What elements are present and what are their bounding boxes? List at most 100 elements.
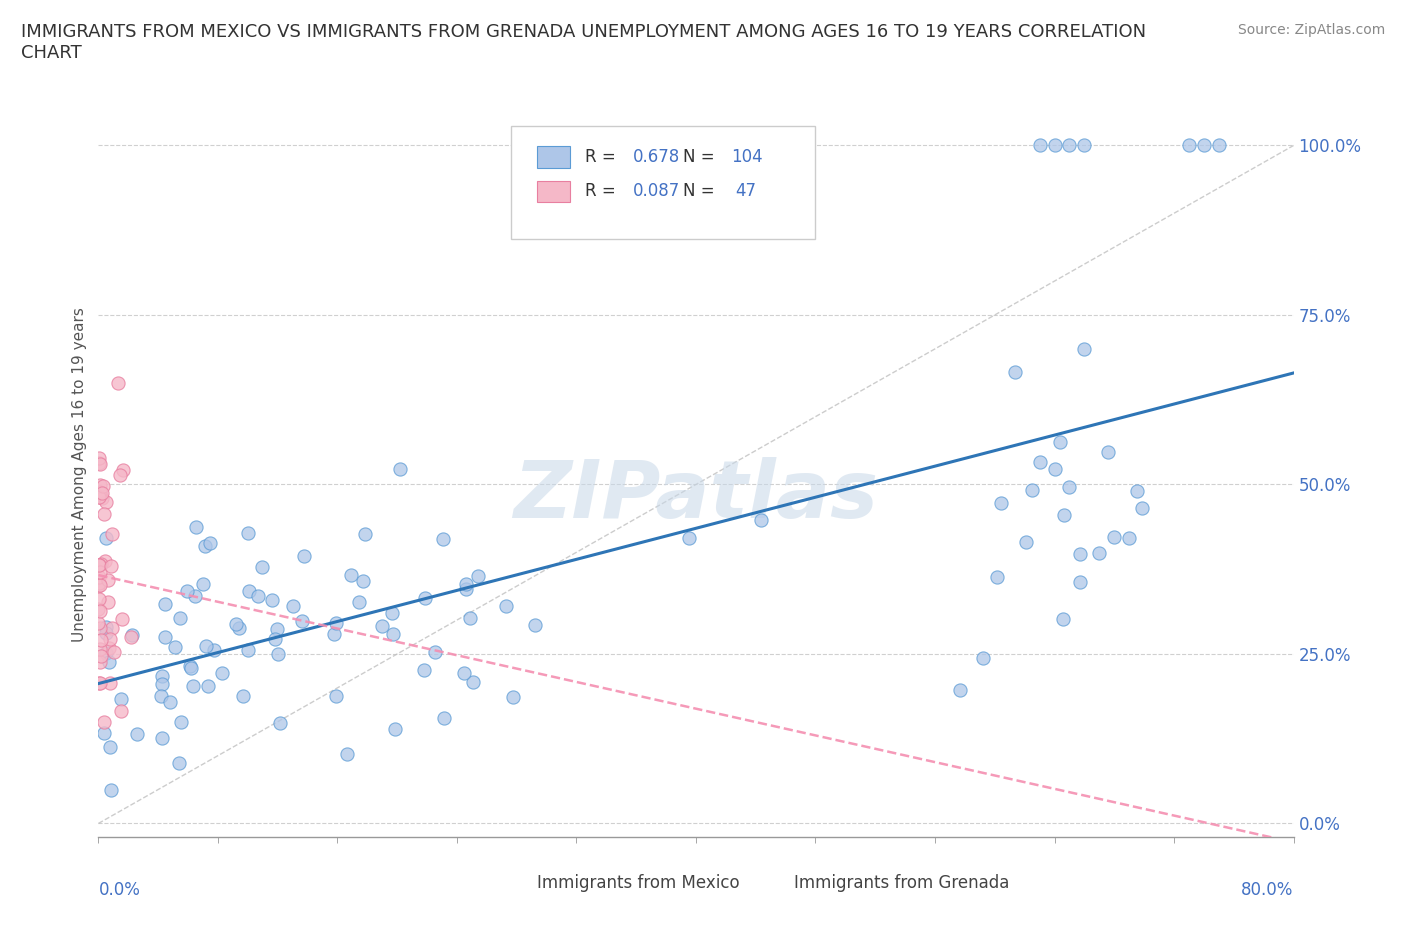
- Point: [412, 663, 434, 678]
- Point: [169, 611, 191, 626]
- FancyBboxPatch shape: [537, 180, 571, 203]
- Point: [108, 468, 131, 483]
- Point: [263, 631, 285, 646]
- Point: [90, 556, 112, 571]
- Text: R =: R =: [585, 148, 621, 166]
- Point: [238, 525, 260, 540]
- Point: [87, 592, 110, 607]
- Point: [238, 584, 260, 599]
- Point: [194, 639, 217, 654]
- Point: [1126, 484, 1149, 498]
- Point: [191, 577, 214, 591]
- Y-axis label: Unemployment Among Ages 16 to 19 years: Unemployment Among Ages 16 to 19 years: [72, 307, 87, 642]
- Point: [103, 644, 125, 659]
- Point: [678, 530, 700, 545]
- Point: [153, 629, 176, 644]
- Point: [89, 578, 111, 592]
- Point: [87, 579, 110, 594]
- Point: [110, 692, 132, 707]
- Point: [1073, 138, 1095, 153]
- Point: [94, 553, 117, 568]
- Point: [127, 726, 149, 741]
- Point: [87, 616, 110, 631]
- FancyBboxPatch shape: [749, 873, 786, 891]
- Point: [340, 568, 363, 583]
- Point: [184, 588, 207, 603]
- Point: [90, 633, 112, 648]
- Point: [89, 620, 111, 635]
- Point: [972, 651, 994, 666]
- Point: [120, 630, 142, 644]
- Point: [87, 576, 110, 591]
- Point: [94, 626, 117, 641]
- Point: [986, 570, 1008, 585]
- Point: [197, 679, 219, 694]
- Point: [1130, 501, 1153, 516]
- Point: [1104, 530, 1126, 545]
- Text: R =: R =: [585, 182, 621, 200]
- Point: [90, 485, 112, 500]
- Point: [179, 659, 201, 674]
- Point: [353, 527, 375, 542]
- Point: [236, 643, 259, 658]
- Point: [325, 616, 347, 631]
- Point: [1097, 445, 1119, 459]
- Point: [89, 565, 111, 579]
- Point: [93, 714, 115, 729]
- Text: 47: 47: [735, 182, 756, 200]
- Point: [325, 689, 347, 704]
- Point: [98, 676, 121, 691]
- Point: [260, 592, 283, 607]
- Point: [176, 583, 198, 598]
- Point: [1004, 365, 1026, 379]
- Point: [150, 730, 173, 745]
- Point: [232, 689, 254, 704]
- Point: [336, 747, 359, 762]
- Point: [94, 530, 117, 545]
- Point: [87, 602, 110, 617]
- Point: [96, 646, 118, 661]
- Point: [467, 568, 489, 583]
- Point: [1088, 546, 1111, 561]
- Point: [524, 618, 547, 633]
- Point: [1069, 547, 1091, 562]
- Point: [98, 739, 121, 754]
- Text: Immigrants from Mexico: Immigrants from Mexico: [537, 873, 740, 892]
- Point: [250, 560, 273, 575]
- Point: [432, 532, 454, 547]
- Point: [98, 631, 121, 646]
- Point: [949, 683, 972, 698]
- Point: [97, 573, 120, 588]
- Point: [91, 490, 114, 505]
- Point: [389, 461, 412, 476]
- Point: [170, 714, 193, 729]
- Point: [225, 617, 247, 631]
- Point: [169, 756, 191, 771]
- Point: [454, 577, 477, 591]
- Point: [89, 654, 111, 669]
- Text: ZIPatlas: ZIPatlas: [513, 457, 879, 535]
- Point: [87, 489, 110, 504]
- FancyBboxPatch shape: [494, 873, 529, 891]
- Point: [110, 703, 132, 718]
- Point: [371, 618, 394, 633]
- Point: [150, 669, 173, 684]
- Point: [1178, 138, 1201, 153]
- Point: [89, 478, 111, 493]
- Text: 0.087: 0.087: [633, 182, 681, 200]
- Point: [149, 688, 172, 703]
- Point: [159, 695, 181, 710]
- Point: [266, 621, 288, 636]
- Point: [93, 506, 115, 521]
- Point: [101, 620, 124, 635]
- Point: [502, 689, 524, 704]
- Point: [347, 594, 370, 609]
- Point: [163, 639, 186, 654]
- Point: [1192, 138, 1215, 153]
- FancyBboxPatch shape: [510, 126, 815, 239]
- Point: [458, 610, 481, 625]
- Point: [150, 676, 173, 691]
- Point: [87, 558, 110, 573]
- Point: [181, 679, 204, 694]
- Point: [90, 649, 112, 664]
